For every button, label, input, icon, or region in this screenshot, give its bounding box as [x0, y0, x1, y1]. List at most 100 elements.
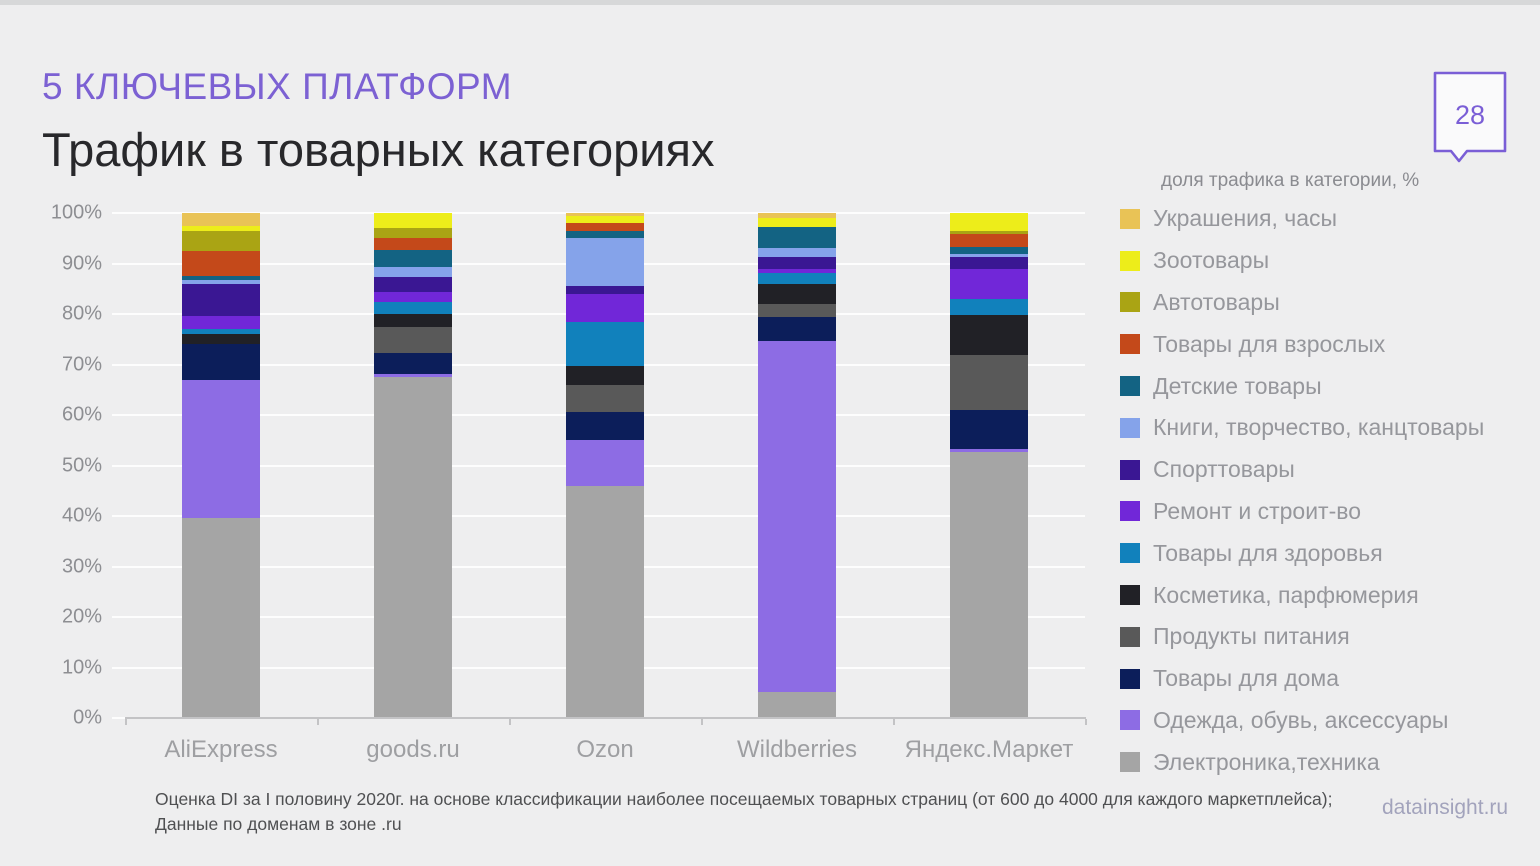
- bar-segment-2-8: [566, 322, 644, 366]
- legend-swatch: [1120, 250, 1140, 271]
- legend-label: Товары для дома: [1153, 665, 1340, 692]
- bar-segment-4-8: [950, 298, 1028, 316]
- bar-segment-1-1: [374, 213, 452, 228]
- legend-label: Одежда, обувь, аксессуары: [1153, 706, 1449, 733]
- page-number: 28: [1454, 100, 1486, 130]
- bar-segment-1-13: [374, 377, 452, 718]
- y-axis-label: 50%: [61, 454, 102, 476]
- bar-3: [758, 213, 836, 718]
- bar-segment-0-0: [182, 213, 260, 226]
- bar-segment-1-2: [374, 227, 452, 238]
- x-axis-label-2: Ozon: [576, 736, 634, 763]
- legend-label: Косметика, парфюмерия: [1153, 581, 1419, 608]
- bar-segment-1-11: [374, 353, 452, 374]
- bar-segment-3-1: [758, 217, 836, 227]
- x-axis-tick: [509, 719, 511, 725]
- source-note: Оценка DI за I половину 2020г. на основе…: [155, 787, 1332, 837]
- top-strip: [0, 0, 1540, 5]
- legend-swatch: [1120, 417, 1140, 438]
- y-axis-label: 60%: [61, 403, 102, 426]
- bar-segment-4-2: [950, 230, 1028, 235]
- bar-segment-0-9: [182, 334, 260, 345]
- bar-segment-1-4: [374, 250, 452, 267]
- legend-swatch: [1120, 376, 1140, 397]
- x-axis-label-4: Яндекс.Маркет: [904, 736, 1074, 763]
- bar-segment-2-4: [566, 230, 644, 239]
- legend-swatch: [1120, 668, 1140, 689]
- bar-segment-0-12: [182, 379, 260, 519]
- x-axis-tick: [125, 719, 127, 725]
- bar-segment-0-4: [182, 276, 260, 281]
- y-axis-label: 70%: [61, 353, 102, 375]
- legend-swatch: [1120, 501, 1140, 522]
- legend-item-5: Книги, творчество, канцтовары: [1120, 407, 1484, 449]
- y-axis-label: 80%: [61, 302, 102, 325]
- x-axis-label-0: AliExpress: [164, 736, 278, 763]
- bar-segment-4-7: [950, 269, 1028, 299]
- bar-segment-3-5: [758, 248, 836, 257]
- bar-segment-0-2: [182, 230, 260, 251]
- y-axis-label: 40%: [61, 504, 102, 527]
- plot-area: [125, 213, 1085, 718]
- bar-segment-4-6: [950, 257, 1028, 270]
- bar-segment-2-6: [566, 286, 644, 295]
- bar-segment-4-9: [950, 315, 1028, 356]
- bar-segment-3-7: [758, 268, 836, 273]
- bar-segment-3-8: [758, 272, 836, 284]
- legend-swatch: [1120, 459, 1140, 480]
- legend-swatch: [1120, 543, 1140, 564]
- bar-1: [374, 213, 452, 718]
- bar-2: [566, 213, 644, 718]
- bar-segment-1-7: [374, 291, 452, 302]
- x-axis-labels: AliExpress goods.ru Ozon Wildberries Яндекс.…: [125, 736, 1085, 768]
- bar-segment-2-10: [566, 385, 644, 412]
- legend-item-9: Косметика, парфюмерия: [1120, 574, 1484, 616]
- legend-item-12: Одежда, обувь, аксессуары: [1120, 700, 1484, 742]
- bar-segment-3-9: [758, 283, 836, 305]
- source-note-line2: Данные по доменам в зоне .ru: [155, 814, 402, 834]
- bar-segment-2-11: [566, 411, 644, 440]
- bar-0: [182, 213, 260, 718]
- legend-swatch: [1120, 626, 1140, 647]
- legend-item-4: Детские товары: [1120, 365, 1484, 407]
- y-axis-label: 0%: [73, 706, 102, 729]
- legend-label: Электроника,техника: [1153, 748, 1380, 775]
- legend-item-8: Товары для здоровья: [1120, 532, 1484, 574]
- bar-segment-2-7: [566, 294, 644, 323]
- bar-segment-1-6: [374, 276, 452, 292]
- legend-item-10: Продукты питания: [1120, 616, 1484, 658]
- legend-label: Зоотовары: [1153, 247, 1270, 274]
- bar-segment-2-3: [566, 223, 644, 231]
- y-axis-label: 20%: [61, 605, 102, 628]
- x-axis-tick: [317, 719, 319, 725]
- x-axis-tick: [893, 719, 895, 725]
- bar-4: [950, 213, 1028, 718]
- bar-segment-2-9: [566, 365, 644, 386]
- y-axis-label: 90%: [61, 252, 102, 274]
- bar-segment-3-4: [758, 226, 836, 249]
- legend-swatch: [1120, 292, 1140, 313]
- legend-item-1: Зоотовары: [1120, 240, 1484, 282]
- bar-segment-4-10: [950, 355, 1028, 411]
- bar-segment-0-1: [182, 225, 260, 231]
- x-axis-line: [125, 717, 1086, 719]
- legend-item-2: Автотовары: [1120, 282, 1484, 324]
- bar-segment-4-3: [950, 234, 1028, 248]
- bar-segment-3-6: [758, 256, 836, 269]
- bar-segment-0-7: [182, 316, 260, 330]
- legend-item-7: Ремонт и строит-во: [1120, 491, 1484, 533]
- bar-segment-2-13: [566, 485, 644, 718]
- legend-label: Спорттовары: [1153, 456, 1295, 483]
- source-note-line1: Оценка DI за I половину 2020г. на основе…: [155, 789, 1333, 809]
- bar-segment-1-9: [374, 313, 452, 327]
- legend-label: Товары для здоровья: [1153, 539, 1383, 566]
- bar-segment-0-3: [182, 250, 260, 277]
- y-axis: 100% 90% 80% 70% 60% 50% 40% 30% 20% 10% 0%: [28, 202, 102, 729]
- bar-segment-4-5: [950, 253, 1028, 258]
- legend-swatch: [1120, 208, 1140, 229]
- legend-label: Ремонт и строит-во: [1153, 497, 1361, 524]
- bar-segment-3-0: [758, 213, 836, 218]
- legend-item-13: Электроника,техника: [1120, 741, 1484, 783]
- x-axis-label-3: Wildberries: [736, 736, 858, 763]
- bar-segment-1-8: [374, 301, 452, 314]
